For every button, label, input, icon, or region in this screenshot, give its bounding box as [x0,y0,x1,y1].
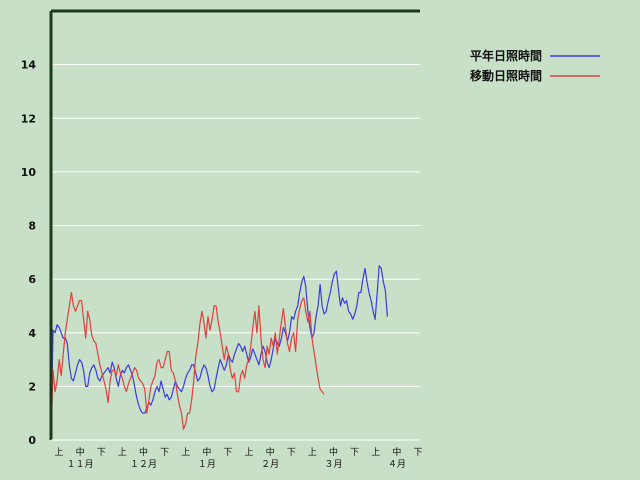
x-period-label: 中 [76,446,85,458]
axes [49,9,420,441]
x-period-label: 上 [245,447,254,458]
x-period-label: 下 [160,448,169,458]
x-period-label: 上 [54,447,63,458]
x-month-label: １２月 [130,459,157,470]
x-period-label: 下 [287,448,296,458]
x-month-label: １月 [198,459,216,470]
legend-label-0: 平年日照時間 [470,48,542,63]
gridlines [51,64,420,387]
x-period-label: 中 [202,446,211,458]
x-period-label: 中 [139,446,148,458]
series-lines [50,265,388,441]
x-period-label: 上 [308,447,317,458]
y-tick-label-6: 6 [28,273,36,286]
x-month-label: ３月 [325,459,343,470]
x-period-label: 上 [371,447,380,458]
y-tick-labels: 0 2 4 6 8 10 12 14 [21,59,37,447]
legend-label-1: 移動日照時間 [470,68,542,83]
x-period-label: 下 [223,448,232,458]
x-period-label: 下 [413,448,422,458]
x-month-label: １１月 [67,459,94,470]
x-period-label: 中 [266,446,275,458]
x-month-label: ４月 [388,459,406,470]
y-tick-label-0: 0 [28,434,36,447]
x-period-label: 中 [392,446,401,458]
x-period-label: 上 [181,447,190,458]
y-tick-label-2: 2 [28,380,36,393]
series-line-0 [50,265,388,441]
y-tick-label-14: 14 [21,59,37,72]
x-month-label: ２月 [261,459,279,470]
y-tick-label-4: 4 [28,327,36,340]
x-tick-labels: 上中下上中下上中下上中下上中下上中下１１月 １２月 １月 ２月 ３月 ４月 [54,446,422,470]
x-period-label: 中 [329,446,338,458]
y-tick-label-12: 12 [21,112,36,125]
y-tick-label-10: 10 [21,166,37,179]
y-tick-label-8: 8 [28,220,36,233]
x-period-label: 下 [350,448,359,458]
series-line-1 [50,291,325,441]
x-period-label: 下 [97,448,106,458]
x-period-label: 上 [118,447,127,458]
